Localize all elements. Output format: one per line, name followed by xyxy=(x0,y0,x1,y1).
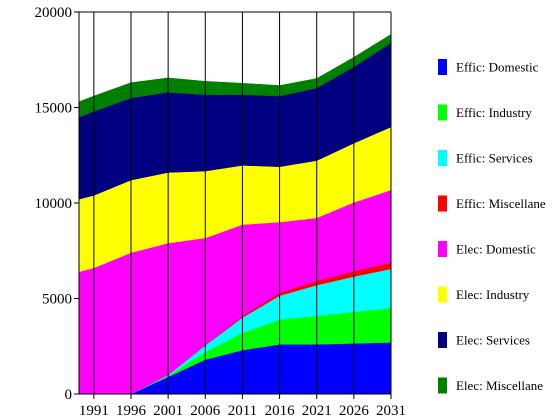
x-tick-label: 2011 xyxy=(228,403,257,419)
legend-swatch xyxy=(438,195,447,212)
x-tick-label: 2026 xyxy=(339,403,370,419)
y-tick-label: 15000 xyxy=(35,101,73,117)
x-tick-label: 2016 xyxy=(265,403,296,419)
x-tick-label: 2021 xyxy=(302,403,332,419)
y-axis-ticks: 0 5000 10000 15000 20000 xyxy=(35,5,79,403)
legend-swatch xyxy=(438,104,447,121)
legend-label: Elec: Miscellane xyxy=(456,378,543,393)
legend: Effic: Domestic Effic: Industry Effic: Ser… xyxy=(438,59,546,394)
y-tick-label: 5000 xyxy=(42,292,72,308)
y-tick-label: 10000 xyxy=(35,196,73,212)
y-tick-label: 20000 xyxy=(35,5,73,21)
x-tick-label: 1996 xyxy=(116,403,147,419)
vertical-gridlines xyxy=(93,12,392,394)
legend-label: Effic: Miscellane xyxy=(456,196,546,211)
x-axis-ticks: 1991 1996 2001 2006 2011 2016 2021 2026 2031 xyxy=(79,394,406,419)
legend-label: Effic: Industry xyxy=(456,105,532,120)
legend-label: Effic: Domestic xyxy=(456,60,539,75)
legend-swatch xyxy=(438,59,447,75)
y-tick-label: 0 xyxy=(65,387,73,403)
legend-label: Effic: Services xyxy=(456,151,533,166)
legend-swatch xyxy=(438,332,447,348)
legend-label: Elec: Domestic xyxy=(456,242,536,257)
x-tick-label: 1991 xyxy=(79,403,109,419)
series-areas xyxy=(78,33,392,395)
legend-swatch xyxy=(438,286,447,303)
x-tick-label: 2031 xyxy=(376,403,406,419)
x-tick-label: 2006 xyxy=(190,403,221,419)
legend-swatch xyxy=(438,241,447,257)
x-tick-label: 2001 xyxy=(153,403,183,419)
legend-swatch xyxy=(438,377,447,394)
legend-label: Elec: Industry xyxy=(456,287,530,302)
legend-swatch xyxy=(438,150,447,166)
legend-label: Elec: Services xyxy=(456,333,530,348)
